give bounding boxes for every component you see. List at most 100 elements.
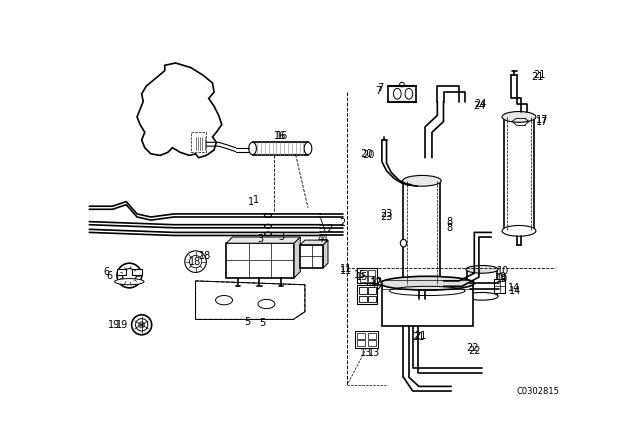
Text: 20: 20: [360, 149, 372, 159]
Circle shape: [367, 276, 381, 290]
Text: 12: 12: [369, 278, 382, 288]
Text: 22: 22: [467, 343, 479, 353]
Ellipse shape: [401, 239, 406, 247]
Bar: [357, 340, 365, 346]
Polygon shape: [294, 237, 300, 278]
Ellipse shape: [403, 176, 441, 186]
Bar: [359, 296, 367, 302]
Bar: [300, 245, 323, 268]
Ellipse shape: [264, 232, 271, 236]
Text: 23: 23: [380, 212, 393, 222]
Ellipse shape: [403, 280, 441, 290]
Text: 10: 10: [497, 266, 509, 276]
Ellipse shape: [502, 112, 536, 122]
Text: 18: 18: [189, 257, 202, 267]
Text: 19: 19: [108, 320, 120, 330]
Text: 18: 18: [198, 250, 211, 260]
Bar: [132, 269, 141, 275]
Text: 6: 6: [106, 271, 113, 280]
Text: 11: 11: [340, 264, 353, 274]
Text: 3: 3: [257, 233, 263, 244]
Polygon shape: [227, 237, 300, 243]
Bar: [359, 287, 367, 294]
Ellipse shape: [115, 279, 144, 285]
Text: 4: 4: [322, 233, 328, 244]
Text: 15: 15: [356, 272, 368, 282]
Bar: [117, 269, 126, 275]
Text: C0302815: C0302815: [516, 387, 559, 396]
Bar: [368, 333, 376, 340]
Text: 5: 5: [244, 317, 250, 327]
Ellipse shape: [394, 88, 401, 99]
Text: 2: 2: [339, 218, 345, 228]
Text: 3: 3: [279, 232, 285, 242]
Text: 8: 8: [447, 223, 452, 233]
Circle shape: [117, 263, 141, 288]
Text: 17: 17: [536, 115, 548, 125]
Bar: [360, 270, 367, 276]
Text: 24: 24: [474, 99, 486, 109]
Text: 2: 2: [326, 224, 333, 234]
Bar: [368, 276, 375, 282]
Text: 6: 6: [103, 267, 109, 277]
Bar: [357, 268, 378, 283]
Text: 14: 14: [509, 286, 521, 296]
Ellipse shape: [258, 299, 275, 309]
Text: 5: 5: [259, 318, 266, 328]
Circle shape: [399, 82, 404, 87]
Circle shape: [185, 251, 206, 272]
Text: 9: 9: [499, 274, 505, 284]
Text: 7: 7: [377, 83, 383, 94]
Ellipse shape: [466, 266, 498, 273]
Bar: [368, 270, 375, 276]
Bar: [227, 243, 294, 278]
Text: 1: 1: [253, 195, 259, 205]
Text: 13: 13: [368, 348, 380, 358]
Text: 8: 8: [447, 217, 452, 227]
Text: 16: 16: [274, 131, 286, 141]
Circle shape: [122, 269, 136, 282]
Ellipse shape: [249, 142, 257, 155]
Bar: [382, 280, 473, 289]
Ellipse shape: [264, 214, 271, 217]
Text: 4: 4: [317, 233, 323, 244]
Bar: [494, 280, 505, 293]
Polygon shape: [196, 281, 305, 319]
Text: 16: 16: [276, 131, 288, 141]
Ellipse shape: [466, 293, 498, 300]
Ellipse shape: [502, 225, 536, 236]
Text: 12: 12: [371, 277, 383, 287]
Text: 22: 22: [468, 346, 481, 356]
Circle shape: [136, 319, 148, 331]
Ellipse shape: [380, 276, 474, 290]
Text: 23: 23: [380, 209, 393, 219]
Ellipse shape: [264, 224, 271, 228]
Circle shape: [189, 255, 202, 268]
Bar: [368, 340, 376, 346]
Ellipse shape: [216, 296, 232, 305]
Text: 7: 7: [376, 86, 382, 96]
Polygon shape: [323, 240, 328, 268]
Circle shape: [139, 322, 145, 328]
Ellipse shape: [405, 88, 413, 99]
Text: 11: 11: [340, 266, 353, 276]
Text: 24: 24: [473, 101, 485, 111]
Bar: [368, 296, 376, 302]
Text: 10: 10: [496, 274, 508, 284]
Bar: [403, 181, 440, 285]
Bar: [357, 285, 378, 304]
Text: 1: 1: [248, 198, 254, 207]
Text: 13: 13: [360, 348, 372, 358]
Circle shape: [371, 280, 378, 287]
Text: 14: 14: [508, 283, 520, 293]
Ellipse shape: [304, 142, 312, 155]
Bar: [504, 117, 534, 231]
Text: 21: 21: [533, 70, 545, 80]
Bar: [360, 276, 367, 282]
Bar: [355, 331, 378, 348]
Text: 15: 15: [354, 270, 367, 280]
Text: 20: 20: [362, 151, 374, 160]
Polygon shape: [300, 240, 328, 245]
Bar: [253, 142, 308, 155]
Bar: [357, 333, 365, 340]
